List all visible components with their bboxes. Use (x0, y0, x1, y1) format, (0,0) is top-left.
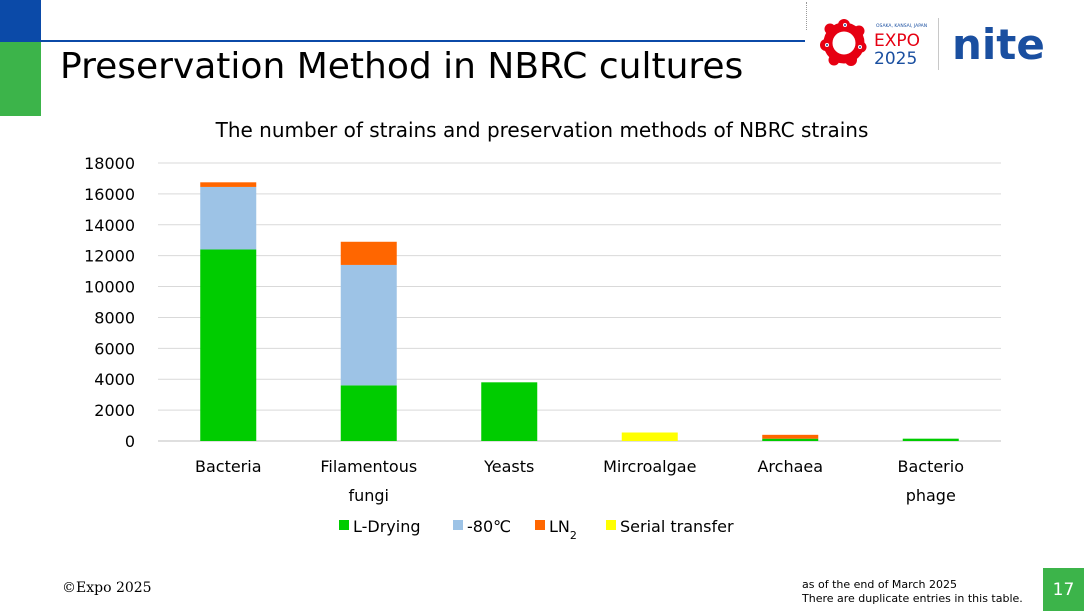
legend-item: LN2 (535, 517, 577, 542)
legend-label: -80℃ (467, 517, 511, 536)
bar-segment (902, 438, 959, 441)
chart-legend: L-Drying -80℃ LN2 Serial transfer (339, 517, 734, 542)
footnote-date: as of the end of March 2025 (802, 578, 957, 591)
y-tick-label: 6000 (94, 339, 135, 358)
y-tick-label: 16000 (84, 185, 135, 204)
legend-item: L-Drying (339, 517, 421, 536)
stacked-bar-chart: The number of strains and preservation m… (84, 118, 1001, 542)
x-tick-label: Mircroalgae (603, 457, 696, 476)
y-tick-label: 0 (125, 432, 135, 451)
bar-segment (762, 434, 819, 439)
y-axis-labels: 0 2000 4000 6000 8000 10000 12000 14000 16000 180… (84, 154, 135, 451)
y-tick-label: 4000 (94, 370, 135, 389)
x-tick-label: Bacteria (195, 457, 262, 476)
footnote-duplicates: There are duplicate entries in this tabl… (802, 592, 1023, 605)
y-tick-label: 2000 (94, 401, 135, 420)
expo-logo-word: EXPO (874, 31, 920, 51)
x-tick-label: fungi (348, 486, 389, 505)
chart-bars (200, 182, 959, 441)
bar-segment (621, 432, 678, 441)
legend-swatch (339, 520, 349, 530)
bar-segment (200, 182, 257, 187)
expo-2025-logo: OSAKA, KANSAI, JAPAN EXPO 2025 (820, 19, 927, 69)
expo-logo-small-text: OSAKA, KANSAI, JAPAN (876, 23, 927, 29)
header-rule (41, 40, 805, 42)
page-number: 17 (1043, 568, 1084, 611)
bar-segment (762, 438, 819, 441)
y-tick-label: 14000 (84, 216, 135, 235)
bar-segment (200, 249, 257, 441)
y-tick-label: 12000 (84, 247, 135, 266)
copyright-text: ©Expo 2025 (62, 580, 152, 596)
x-tick-label: Yeasts (483, 457, 534, 476)
bar-segment (340, 264, 397, 386)
header-accent-green (0, 42, 41, 116)
bar-segment (481, 382, 538, 441)
legend-label: Serial transfer (620, 517, 734, 536)
legend-swatch (535, 520, 545, 530)
legend-swatch (606, 520, 616, 530)
legend-swatch (453, 520, 463, 530)
x-tick-label: Filamentous (320, 457, 417, 476)
expo-logo-year: 2025 (874, 49, 917, 69)
x-axis-labels: Bacteria Filamentous fungi Yeasts Mircroalga… (195, 457, 964, 505)
y-tick-label: 10000 (84, 278, 135, 297)
x-tick-label: Bacterio (897, 457, 964, 476)
page-title: Preservation Method in NBRC cultures (60, 46, 744, 87)
x-tick-label: Archaea (757, 457, 823, 476)
chart-title: The number of strains and preservation m… (215, 118, 869, 142)
legend-label: LN2 (549, 517, 577, 542)
logo-separator (938, 18, 939, 70)
footnote: as of the end of March 2025 There are du… (802, 578, 1023, 606)
bar-segment (340, 241, 397, 265)
legend-item: -80℃ (453, 517, 511, 536)
y-tick-label: 18000 (84, 154, 135, 173)
expo-mascot-ring-icon (820, 19, 867, 66)
legend-item: Serial transfer (606, 517, 734, 536)
header-dotted-divider (806, 2, 807, 30)
x-tick-label: phage (906, 486, 956, 505)
bar-segment (200, 186, 257, 250)
legend-label: L-Drying (353, 517, 421, 536)
nite-logo: nite (952, 20, 1045, 69)
y-tick-label: 8000 (94, 308, 135, 327)
bar-segment (340, 385, 397, 441)
header-accent-blue (0, 0, 41, 42)
chart-gridlines (158, 162, 1001, 442)
